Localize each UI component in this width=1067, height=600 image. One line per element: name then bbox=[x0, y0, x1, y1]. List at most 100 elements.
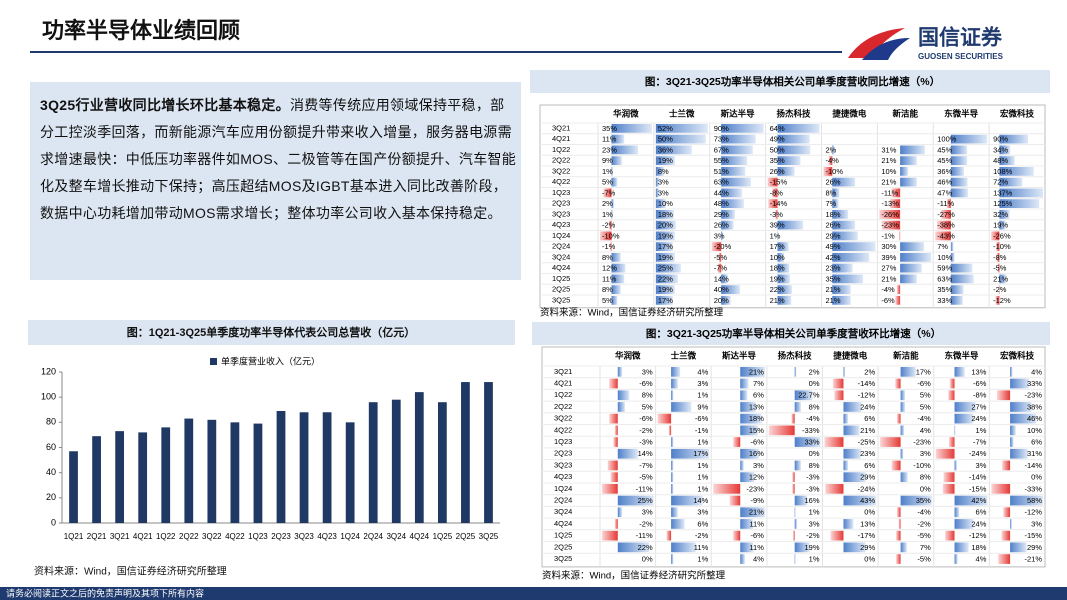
data-bar bbox=[900, 177, 917, 187]
data-bar bbox=[999, 177, 1023, 187]
data-bar bbox=[768, 425, 795, 436]
cell-text: 12% bbox=[602, 264, 617, 273]
data-bar bbox=[671, 542, 696, 553]
data-bar bbox=[900, 242, 925, 251]
cell-text: 8% bbox=[642, 391, 653, 400]
data-bar bbox=[740, 460, 744, 471]
row-label: 4Q23 bbox=[554, 472, 572, 481]
data-bar bbox=[721, 134, 756, 144]
cell-text: 39% bbox=[770, 221, 785, 230]
data-bar bbox=[832, 177, 856, 187]
cell-text: 108% bbox=[993, 167, 1013, 176]
cell-text: 3% bbox=[697, 379, 708, 388]
bar bbox=[345, 422, 355, 523]
data-bar bbox=[657, 413, 672, 424]
data-bar bbox=[843, 425, 860, 436]
table-frame bbox=[539, 104, 1046, 309]
data-bar bbox=[899, 231, 901, 241]
cell-text: 2% bbox=[809, 367, 820, 376]
data-bar bbox=[777, 253, 785, 262]
cell-text: 9% bbox=[602, 156, 613, 165]
cell-text: 27% bbox=[881, 264, 896, 273]
cell-text: 17% bbox=[658, 296, 673, 305]
data-bar bbox=[1010, 495, 1043, 506]
cell-text: 1% bbox=[602, 210, 613, 219]
data-bar bbox=[721, 188, 742, 198]
data-bar bbox=[794, 507, 796, 518]
row-label: 4Q21 bbox=[552, 134, 570, 143]
cell-text: -23% bbox=[913, 438, 931, 447]
column-header: 宏微科技 bbox=[1000, 350, 1035, 360]
data-bar bbox=[843, 542, 866, 553]
cell-text: 19% bbox=[658, 156, 673, 165]
legend-swatch bbox=[210, 358, 217, 365]
cell-text: -4% bbox=[917, 414, 931, 423]
cell-text: 3% bbox=[809, 519, 820, 528]
cell-text: 4% bbox=[697, 367, 708, 376]
cell-text: 10% bbox=[770, 253, 785, 262]
cell-text: -10% bbox=[913, 461, 931, 470]
logo-blue bbox=[862, 38, 910, 60]
row-label: 1Q24 bbox=[554, 484, 572, 493]
bar bbox=[276, 411, 286, 523]
data-bar bbox=[740, 507, 765, 518]
cell-text: 48% bbox=[993, 156, 1008, 165]
cell-text: 3% bbox=[658, 178, 669, 187]
data-bar bbox=[733, 530, 741, 541]
cell-text: 5% bbox=[920, 402, 931, 411]
data-bar bbox=[721, 167, 746, 176]
chart-title: 图：1Q21-3Q25单季度功率半导体代表公司总营收（亿元） bbox=[127, 325, 415, 339]
data-bar bbox=[617, 390, 630, 401]
cell-text: 3% bbox=[697, 508, 708, 517]
cell-text: 49% bbox=[770, 135, 785, 144]
cell-text: 38% bbox=[1027, 402, 1042, 411]
cell-text: 73% bbox=[714, 135, 729, 144]
data-bar bbox=[655, 124, 708, 133]
cell-text: 35% bbox=[937, 285, 952, 294]
data-bar bbox=[721, 145, 753, 155]
data-bar bbox=[900, 495, 932, 506]
cell-text: 35% bbox=[770, 156, 785, 165]
data-bar bbox=[655, 156, 675, 165]
data-bar bbox=[655, 167, 664, 176]
data-bar bbox=[941, 210, 951, 219]
data-bar bbox=[891, 460, 901, 471]
cell-text: 1% bbox=[697, 438, 708, 447]
cell-text: 4% bbox=[920, 426, 931, 435]
column-header: 东微半导 bbox=[944, 108, 979, 118]
cell-text: -5% bbox=[917, 555, 931, 564]
bar bbox=[138, 432, 148, 523]
row-label: 3Q21 bbox=[552, 123, 570, 132]
cell-text: 23% bbox=[602, 145, 617, 154]
data-bar bbox=[740, 519, 754, 529]
cell-text: -2% bbox=[695, 531, 709, 540]
data-bar bbox=[900, 167, 909, 176]
data-bar bbox=[791, 413, 795, 424]
data-bar bbox=[794, 402, 801, 412]
row-label: 2Q25 bbox=[552, 285, 570, 294]
data-bar bbox=[740, 542, 754, 553]
y-tick-label: 80 bbox=[46, 417, 56, 427]
cell-text: 52% bbox=[658, 124, 673, 133]
data-bar bbox=[1010, 448, 1028, 459]
cell-text: -4% bbox=[917, 508, 931, 517]
data-bar bbox=[1001, 530, 1011, 541]
data-bar bbox=[655, 242, 673, 251]
data-bar bbox=[611, 177, 618, 187]
cell-text: 45% bbox=[937, 156, 952, 165]
cell-text: 7% bbox=[826, 199, 837, 208]
cell-text: 18% bbox=[971, 543, 986, 552]
data-bar bbox=[794, 437, 821, 447]
cell-text: 42% bbox=[971, 496, 986, 505]
cell-text: 19% bbox=[993, 221, 1008, 230]
cell-text: -33% bbox=[802, 426, 820, 435]
bar bbox=[253, 423, 263, 523]
cell-text: -6% bbox=[917, 379, 931, 388]
data-bar bbox=[617, 367, 623, 377]
data-bar bbox=[896, 530, 901, 541]
table-frame bbox=[541, 346, 1046, 568]
bar bbox=[437, 402, 447, 523]
data-bar bbox=[611, 156, 622, 165]
row-label: 3Q21 bbox=[554, 367, 572, 376]
